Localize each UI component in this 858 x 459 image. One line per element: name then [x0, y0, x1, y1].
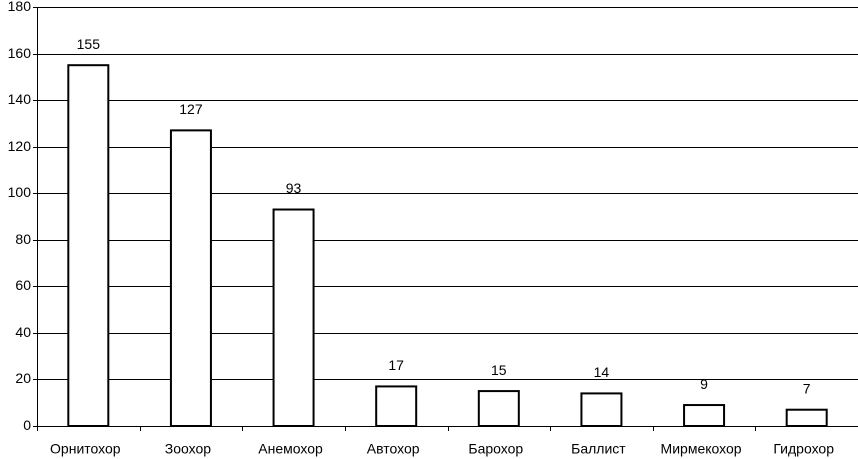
y-tick-label: 100	[8, 184, 32, 200]
x-tick-label: Мирмекохор	[661, 441, 742, 457]
y-tick-label: 0	[23, 417, 31, 433]
value-label: 15	[491, 362, 507, 378]
x-tick-label: Автохор	[367, 441, 420, 457]
value-label: 17	[388, 357, 404, 373]
value-label: 127	[179, 101, 203, 117]
x-tick-label: Орнитохор	[50, 441, 121, 457]
y-tick-label: 20	[15, 370, 31, 386]
value-label: 7	[803, 380, 811, 396]
x-tick-label: Барохор	[468, 441, 523, 457]
y-tick-label: 160	[8, 45, 32, 61]
x-tick-label: Зоохор	[165, 441, 212, 457]
y-tick-label: 80	[15, 231, 31, 247]
y-tick-label: 120	[8, 138, 32, 154]
value-label: 14	[594, 364, 610, 380]
bar	[375, 385, 418, 427]
bar	[477, 390, 520, 428]
value-label: 93	[286, 180, 302, 196]
bar	[785, 408, 828, 428]
value-label: 9	[700, 376, 708, 392]
y-tick-label: 140	[8, 91, 32, 107]
bar	[67, 64, 110, 427]
x-tick-label: Анемохор	[258, 441, 323, 457]
y-tick-label: 40	[15, 324, 31, 340]
bar	[580, 392, 623, 427]
y-tick-label: 180	[8, 0, 32, 14]
x-tick-label: Баллист	[571, 441, 626, 457]
bar	[272, 208, 315, 427]
value-label: 155	[77, 36, 101, 52]
y-tick-label: 60	[15, 277, 31, 293]
x-tick-label: Гидрохор	[773, 441, 834, 457]
bar	[683, 404, 726, 427]
bar	[169, 129, 212, 427]
